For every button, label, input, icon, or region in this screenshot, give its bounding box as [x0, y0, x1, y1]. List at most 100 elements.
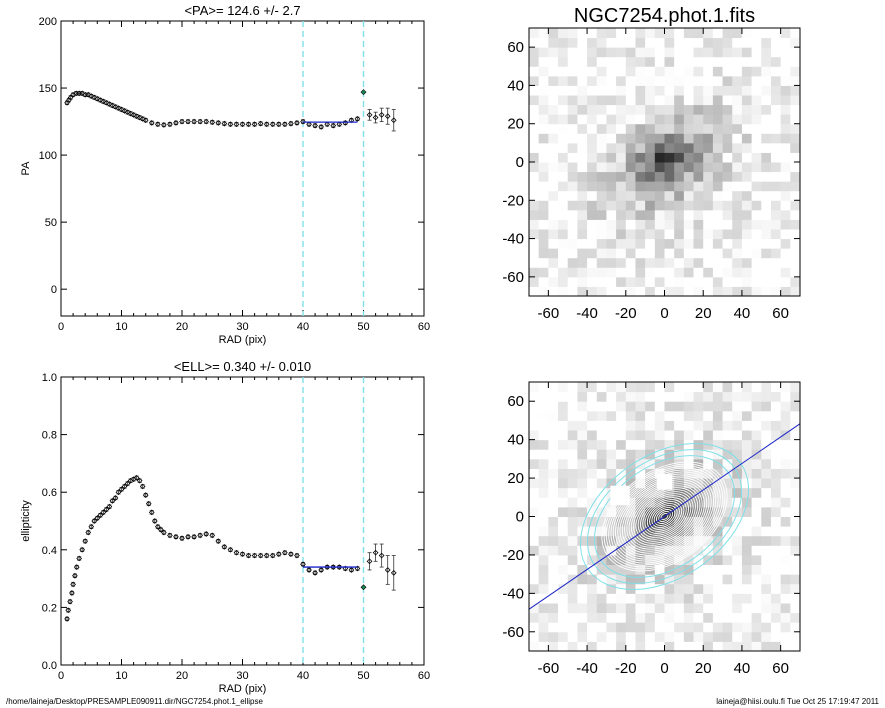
image-pixel	[645, 622, 656, 633]
image-pixel	[577, 142, 588, 153]
image-pixel	[529, 229, 540, 240]
image-pixel	[596, 133, 607, 144]
image-pixel	[761, 410, 772, 421]
image-pixel	[693, 66, 704, 77]
image-pixel	[538, 209, 549, 220]
image-pixel	[741, 276, 753, 287]
image-pixel	[625, 449, 636, 460]
data-point	[324, 564, 331, 570]
image-pixel	[664, 162, 675, 173]
image-pixel	[693, 286, 704, 296]
image-pixel	[761, 516, 772, 527]
image-pixel	[722, 56, 733, 67]
image-pixel	[529, 66, 540, 77]
image-pixel	[625, 506, 636, 517]
image-pixel	[635, 468, 646, 479]
image-pixel	[703, 37, 714, 48]
image-pixel	[529, 37, 540, 48]
image-pixel	[558, 468, 569, 479]
image-pixel	[741, 267, 753, 278]
image-pixel	[693, 229, 704, 240]
image-pixel	[577, 276, 588, 287]
image-pixel	[693, 458, 704, 469]
image-pixel	[538, 238, 549, 249]
image-pixel	[761, 391, 772, 402]
image-pixel	[548, 487, 559, 498]
image-pixel	[625, 66, 636, 77]
y-tick-label: 60	[507, 393, 524, 410]
image-pixel	[674, 641, 685, 651]
image-pixel	[741, 114, 753, 125]
image-pixel	[645, 28, 656, 39]
image-pixel	[712, 420, 724, 431]
image-pixel	[703, 410, 714, 421]
image-pixel	[683, 75, 695, 86]
image-pixel	[741, 612, 753, 623]
image-pixel	[567, 56, 578, 67]
image-pixel	[780, 401, 791, 412]
image-pixel	[538, 622, 549, 633]
image-pixel	[548, 200, 559, 211]
image-pixel	[529, 382, 540, 393]
image-pixel	[780, 37, 791, 48]
image-pixel	[780, 56, 791, 67]
image-pixel	[548, 114, 559, 125]
image-pixel	[664, 420, 675, 431]
image-pixel	[683, 439, 695, 450]
image-pixel	[703, 162, 714, 173]
image-pixel	[529, 276, 540, 287]
image-pixel	[616, 276, 627, 287]
image-pixel	[616, 410, 627, 421]
data-point	[390, 569, 397, 576]
image-pixel	[654, 47, 665, 58]
y-tick-label: 20	[507, 116, 524, 133]
outlier-point	[360, 89, 367, 95]
image-pixel	[712, 190, 724, 201]
image-pixel	[770, 497, 782, 508]
image-pixel	[722, 622, 733, 633]
image-pixel	[741, 162, 753, 173]
data-point	[336, 121, 343, 128]
image-pixel	[780, 248, 791, 259]
data-point	[372, 114, 379, 121]
image-pixel	[664, 238, 675, 249]
image-pixel	[741, 95, 753, 106]
image-pixel	[751, 574, 762, 585]
image-pixel	[712, 123, 724, 134]
data-point	[354, 565, 361, 572]
image-pixel	[674, 152, 685, 163]
image-pixel	[780, 75, 791, 86]
masked-region	[656, 474, 673, 490]
image-pixel	[529, 209, 540, 220]
y-tick-label: 0.6	[42, 487, 57, 499]
image-pixel	[780, 123, 791, 134]
image-pixel	[790, 28, 800, 39]
image-pixel	[548, 612, 559, 623]
image-pixel	[751, 286, 762, 296]
image-pixel	[567, 410, 578, 421]
image-pixel	[625, 248, 636, 259]
image-pixel	[674, 401, 685, 412]
image-pixel	[587, 171, 598, 182]
image-pixel	[577, 47, 588, 58]
image-pixel	[722, 449, 733, 460]
x-tick-label: 40	[734, 305, 751, 322]
image-pixel	[722, 430, 733, 441]
image-pixel	[654, 382, 665, 393]
image-pixel	[635, 238, 646, 249]
image-pixel	[751, 583, 762, 594]
data-point	[294, 120, 300, 126]
image-pixel	[770, 593, 782, 604]
image-pixel	[635, 430, 646, 441]
image-pixel	[722, 420, 733, 431]
image-pixel	[664, 114, 675, 125]
image-pixel	[558, 410, 569, 421]
image-pixel	[703, 535, 714, 546]
image-pixel	[625, 478, 636, 489]
image-pixel	[548, 468, 559, 479]
image-pixel	[635, 449, 646, 460]
image-pixel	[616, 162, 627, 173]
image-pixel	[538, 190, 549, 201]
image-pixel	[538, 104, 549, 115]
image-pixel	[722, 152, 733, 163]
